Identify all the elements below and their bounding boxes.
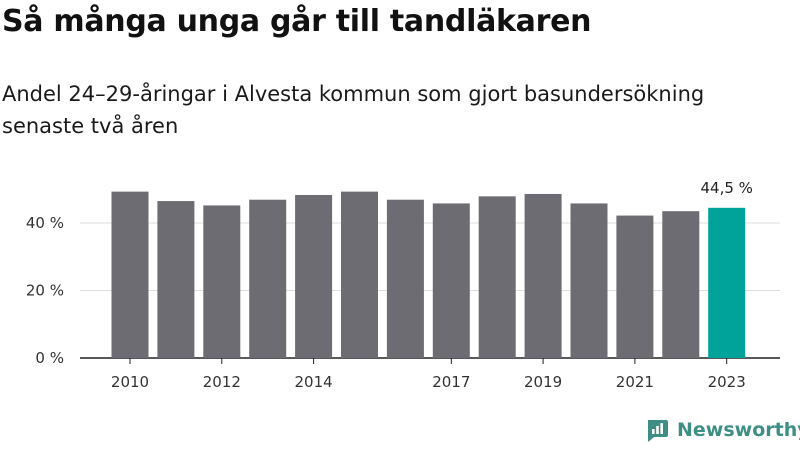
bar bbox=[478, 196, 516, 358]
brand: Newsworthy bbox=[645, 418, 800, 442]
y-tick-label: 40 % bbox=[26, 214, 64, 232]
bar bbox=[662, 211, 700, 358]
bar bbox=[616, 215, 654, 358]
bar bbox=[570, 203, 608, 358]
x-tick-label: 2019 bbox=[524, 373, 562, 391]
y-tick-label: 20 % bbox=[26, 282, 64, 300]
data-label: 44,5 % bbox=[700, 179, 752, 197]
x-tick-label: 2023 bbox=[708, 373, 746, 391]
newsworthy-logo-icon bbox=[648, 420, 668, 442]
x-tick-label: 2017 bbox=[432, 373, 470, 391]
brand-name: Newsworthy bbox=[677, 419, 800, 441]
bar bbox=[203, 205, 241, 358]
label-layer: 0 % 20 % 40 % 2010 2012 2014 2017 2019 2021 2023 4… bbox=[26, 179, 753, 391]
bar-highlight bbox=[708, 207, 746, 358]
bar bbox=[249, 199, 287, 358]
bar bbox=[341, 191, 378, 358]
bar bbox=[295, 194, 333, 358]
bar bbox=[386, 199, 424, 358]
bar-layer bbox=[111, 191, 746, 358]
bar bbox=[111, 191, 149, 358]
x-tick-label: 2012 bbox=[203, 373, 241, 391]
x-tick-label: 2010 bbox=[111, 373, 149, 391]
x-tick-label: 2014 bbox=[295, 373, 333, 391]
chart-title: Så många unga går till tandläkaren bbox=[2, 4, 592, 39]
bar bbox=[432, 203, 470, 358]
bar bbox=[524, 193, 562, 358]
bar bbox=[157, 201, 195, 358]
y-tick-label: 0 % bbox=[35, 349, 64, 367]
bar-chart: 0 % 20 % 40 % 2010 2012 2014 2017 2019 2021 2023 4… bbox=[26, 179, 780, 391]
x-tick-label: 2021 bbox=[616, 373, 654, 391]
chart-subtitle: Andel 24–29-åringar i Alvesta kommun som… bbox=[2, 82, 705, 138]
